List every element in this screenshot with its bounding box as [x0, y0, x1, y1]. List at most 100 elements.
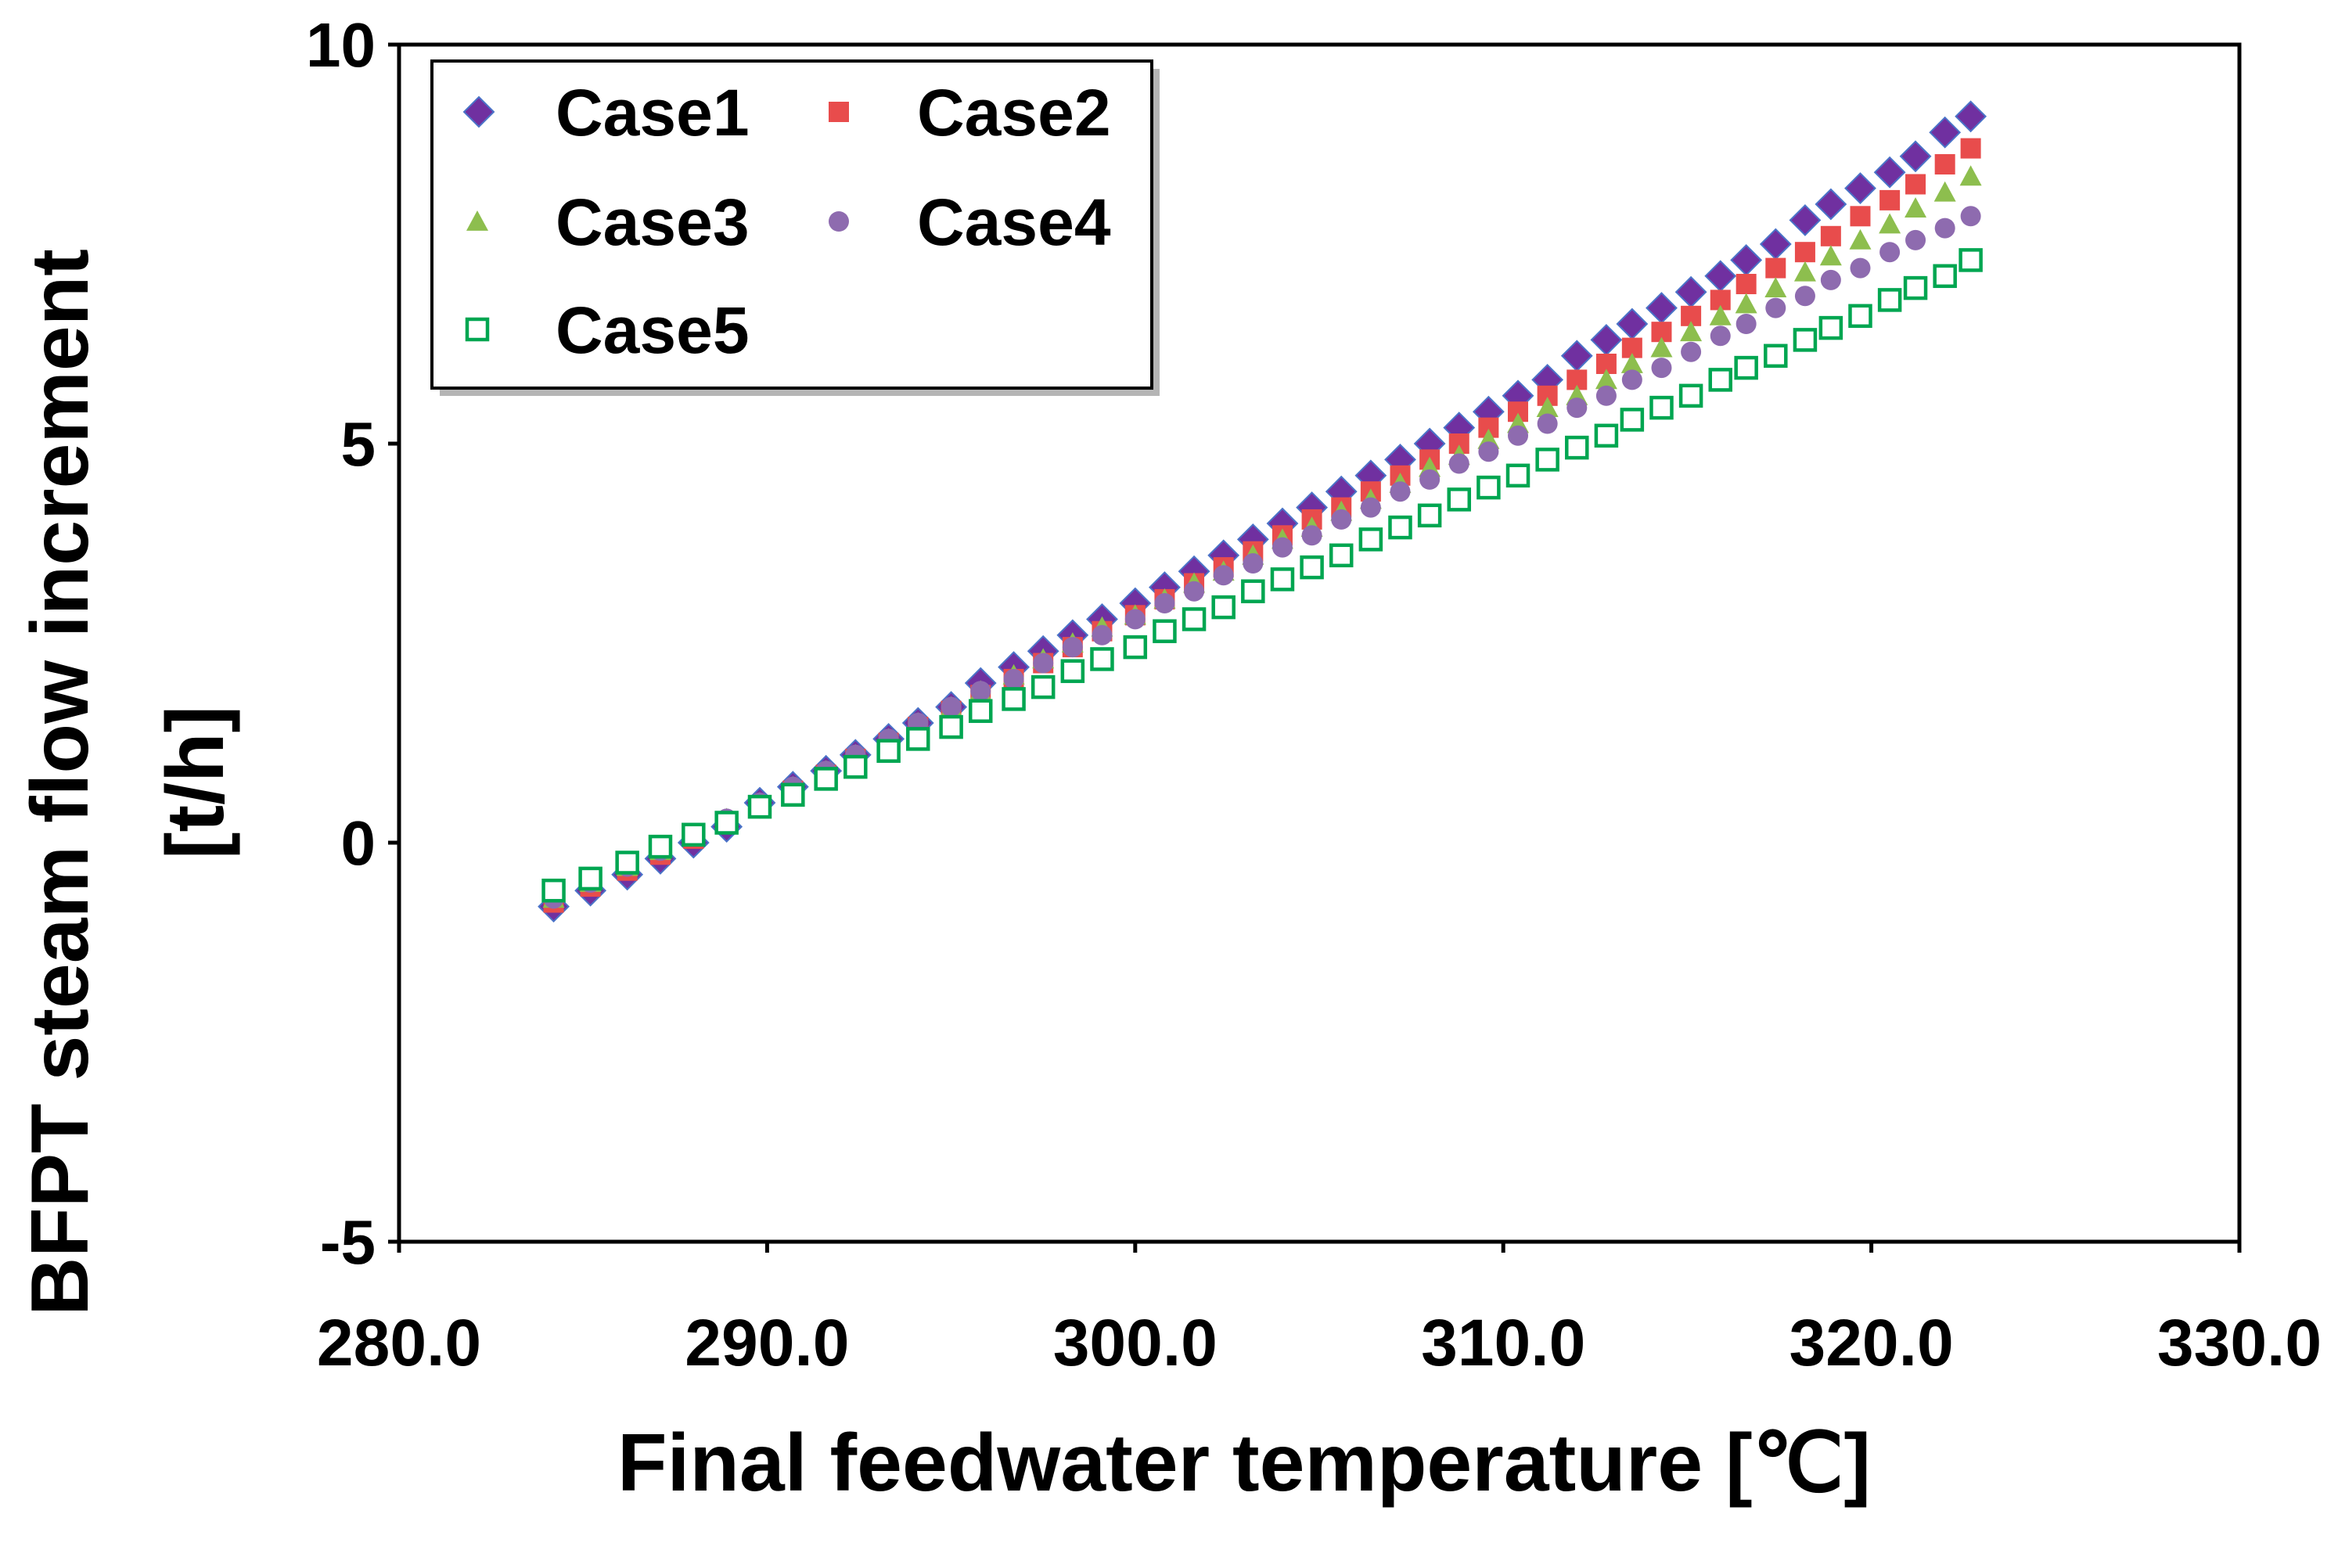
data-point-case5 [1090, 647, 1114, 671]
data-point-case1 [1955, 100, 1987, 133]
data-point-case4 [1062, 637, 1083, 658]
data-point-case3 [1709, 304, 1732, 325]
data-point-case1 [1873, 156, 1906, 189]
data-point-case5 [1329, 543, 1354, 568]
data-point-case5 [1153, 619, 1177, 643]
x-tick-label: 290.0 [685, 1306, 849, 1379]
data-point-case1 [1815, 188, 1847, 221]
legend-label: Case3 [556, 185, 750, 259]
data-point-case5 [1358, 527, 1383, 552]
data-point-case5 [648, 834, 673, 859]
data-point-case5 [615, 851, 639, 875]
data-point-case5 [1818, 315, 1843, 340]
data-point-case5 [1903, 275, 1928, 300]
legend-item-case4: Case4 [829, 185, 1111, 259]
data-point-case2 [1905, 174, 1926, 195]
data-point-case1 [1899, 140, 1932, 173]
y-axis-title-line1: BFPT steam flow increment [15, 249, 106, 1316]
data-point-case3 [1650, 336, 1673, 358]
data-point-case4 [1820, 269, 1841, 290]
x-tick-label: 300.0 [1053, 1306, 1218, 1379]
y-tick-label: -5 [320, 1207, 376, 1277]
data-point-case4 [1419, 469, 1441, 490]
data-point-case3 [1819, 245, 1842, 266]
data-point-case5 [1565, 435, 1589, 460]
x-tick-label: 310.0 [1421, 1306, 1585, 1379]
data-point-case5 [1388, 515, 1412, 540]
data-point-case5 [714, 811, 739, 835]
legend-box [430, 59, 1153, 390]
data-point-case3 [1849, 228, 1872, 250]
data-point-case4 [1960, 206, 1981, 227]
data-point-case4 [1681, 341, 1702, 362]
data-point-case2 [1934, 154, 1955, 174]
y-ticks: -5 0 5 10 [306, 10, 399, 1277]
data-point-case5 [1123, 635, 1148, 660]
data-points [538, 100, 1987, 923]
data-point-case5 [1417, 503, 1442, 528]
y-tick-label: 10 [306, 10, 376, 80]
data-point-case3 [1620, 353, 1643, 373]
data-point-case4 [1033, 653, 1054, 674]
data-point-case1 [1844, 172, 1876, 205]
x-tick-label: 280.0 [317, 1306, 481, 1379]
data-point-case2 [1765, 257, 1786, 279]
data-point-case4 [1331, 509, 1352, 530]
data-point-case4 [1360, 497, 1381, 518]
data-point-case4 [1478, 441, 1499, 462]
legend-marker [462, 95, 495, 128]
y-tick-label: 0 [341, 808, 376, 878]
data-point-case5 [876, 739, 901, 763]
data-point-case4 [1621, 369, 1642, 390]
legend: Case1 Case2 Case3 Case4 Case5 [430, 59, 1160, 396]
series-case5 [541, 248, 1983, 903]
legend-label: Case4 [917, 185, 1111, 259]
data-point-case5 [1182, 607, 1207, 631]
data-point-case5 [1678, 383, 1703, 408]
data-point-case4 [1765, 297, 1786, 318]
x-tick-label: 320.0 [1789, 1306, 1953, 1379]
data-point-case5 [814, 767, 838, 791]
data-point-case3 [1764, 277, 1787, 297]
data-point-case5 [1241, 579, 1265, 603]
data-point-case5 [1793, 328, 1818, 352]
data-point-case3 [1905, 197, 1927, 218]
legend-item-case3: Case3 [466, 185, 750, 259]
data-point-case5 [906, 727, 930, 751]
data-point-case4 [1390, 481, 1411, 502]
legend-item-case2: Case2 [829, 76, 1111, 149]
data-point-case5 [1300, 555, 1324, 580]
data-point-case4 [1651, 358, 1672, 379]
data-point-case4 [1736, 314, 1757, 334]
data-point-case5 [1535, 448, 1559, 472]
data-point-case3 [1959, 165, 1982, 186]
data-point-case2 [1794, 242, 1815, 263]
data-point-case5 [1877, 288, 1902, 312]
data-point-case5 [781, 782, 805, 807]
legend-label: Case1 [556, 76, 750, 149]
data-point-case5 [1477, 475, 1501, 500]
data-point-case5 [939, 714, 963, 739]
data-point-case5 [1447, 487, 1472, 512]
legend-marker [465, 317, 490, 342]
data-point-case5 [968, 699, 993, 723]
legend-marker [466, 210, 488, 231]
data-point-case4 [1710, 325, 1731, 347]
data-point-case2 [1960, 138, 1981, 159]
legend-item-case5: Case5 [465, 293, 750, 367]
data-point-case5 [1031, 674, 1056, 699]
data-point-case5 [1933, 264, 1957, 289]
data-point-case5 [1270, 567, 1295, 592]
data-point-case4 [1794, 286, 1815, 307]
data-point-case4 [1508, 425, 1529, 446]
legend-marker [829, 211, 849, 232]
data-point-case3 [1735, 293, 1757, 314]
data-point-case3 [1793, 261, 1816, 282]
legend-label: Case2 [917, 76, 1111, 149]
data-point-case2 [1820, 225, 1841, 246]
data-point-case3 [1536, 397, 1559, 417]
data-point-case4 [970, 681, 991, 702]
data-point-case5 [1649, 395, 1674, 420]
data-point-case4 [1537, 413, 1558, 434]
